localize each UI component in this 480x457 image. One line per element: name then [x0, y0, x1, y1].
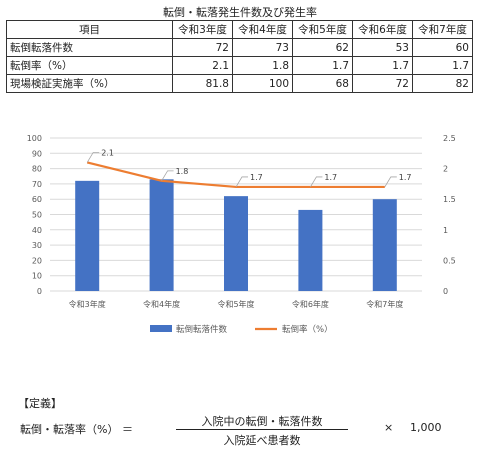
y-left-tick-label: 40	[32, 226, 42, 235]
x-tick-label: 令和7年度	[366, 299, 403, 309]
table-cell: 100	[232, 74, 293, 93]
y-right-tick-label: 2	[443, 165, 448, 174]
y-left-tick-label: 80	[32, 165, 42, 174]
table-row: 転倒転落件数 72 73 62 53 60	[6, 38, 473, 57]
table-row: 転倒率（%） 2.1 1.8 1.7 1.7 1.7	[6, 56, 473, 75]
table-cell: 1.7	[352, 56, 413, 75]
stats-table: 項目 令和3年度 令和4年度 令和5年度 令和6年度 令和7年度 転倒転落件数 …	[6, 20, 473, 93]
table-header-cell: 令和7年度	[412, 20, 473, 39]
x-tick-label: 令和4年度	[143, 299, 180, 309]
data-label: 1.7	[324, 173, 337, 182]
y-left-tick-label: 10	[32, 272, 42, 281]
y-right-tick-label: 0	[443, 287, 448, 296]
table-cell: 72	[352, 74, 413, 93]
y-right-tick-label: 1	[443, 226, 448, 235]
data-label-leader	[384, 176, 397, 188]
table-header-cell: 項目	[6, 20, 173, 39]
data-label-leader	[86, 152, 100, 163]
data-label-leader	[310, 176, 323, 188]
table-cell: 60	[412, 38, 473, 57]
page-title: 転倒・転落発生件数及び発生率	[163, 6, 317, 19]
bar	[298, 209, 323, 291]
y-left-tick-label: 90	[32, 149, 42, 158]
data-label: 1.7	[250, 173, 263, 182]
y-right-tick-label: 0.5	[443, 256, 456, 265]
rate-line	[86, 161, 385, 189]
y-right-tick-label: 1.5	[443, 195, 456, 204]
table-cell: 1.7	[412, 56, 473, 75]
table-header-cell: 令和3年度	[172, 20, 233, 39]
table-row-label: 現場検証実施率（%）	[6, 74, 173, 93]
y-right-tick-label: 2.5	[443, 134, 456, 143]
table-cell: 72	[172, 38, 233, 57]
formula-multiplier: 1,000	[410, 421, 442, 434]
bar	[149, 179, 174, 291]
table-header-cell: 令和5年度	[292, 20, 353, 39]
y-left-tick-label: 70	[32, 180, 42, 189]
bar	[224, 196, 248, 291]
x-tick-label: 令和3年度	[69, 299, 106, 309]
table-header-row: 項目 令和3年度 令和4年度 令和5年度 令和6年度 令和7年度	[6, 20, 473, 39]
bar	[372, 199, 397, 291]
legend-label-bar: 転倒転落件数	[176, 324, 228, 335]
x-tick-label: 令和5年度	[217, 299, 254, 309]
data-label-leader	[235, 176, 248, 188]
y-left-tick-label: 0	[37, 287, 42, 296]
formula-lhs: 転倒・転落率（%） ＝	[20, 423, 133, 436]
table-cell: 62	[292, 38, 353, 57]
legend-swatch-bar	[150, 325, 172, 332]
fraction-bar	[176, 429, 348, 430]
y-left-tick-label: 60	[32, 195, 42, 204]
table-cell: 73	[232, 38, 293, 57]
data-label: 1.7	[399, 173, 412, 182]
x-tick-label: 令和6年度	[292, 299, 329, 309]
table-header-cell: 令和6年度	[352, 20, 413, 39]
table-cell: 1.7	[292, 56, 353, 75]
data-label: 2.1	[101, 148, 114, 157]
table-cell: 68	[292, 74, 353, 93]
legend-label-line: 転倒率（%）	[282, 324, 333, 335]
table-row-label: 転倒率（%）	[6, 56, 173, 75]
multiply-sign: ×	[384, 421, 394, 434]
table-row: 現場検証実施率（%） 81.8 100 68 72 82	[6, 74, 473, 93]
table-cell: 53	[352, 38, 413, 57]
table-cell: 82	[412, 74, 473, 93]
table-cell: 81.8	[172, 74, 233, 93]
table-cell: 1.8	[232, 56, 293, 75]
y-left-tick-label: 50	[32, 211, 42, 220]
y-left-tick-label: 30	[32, 241, 42, 250]
combo-chart: 0 10 20 30 40 50 60 70 80 90 100 0 0.5 1 1.5 2 2.5 令和3年度 令…	[27, 134, 456, 335]
table-cell: 2.1	[172, 56, 233, 75]
data-label-leader	[161, 170, 174, 182]
formula-numerator: 入院中の転倒・転落件数	[201, 415, 323, 428]
table-header-cell: 令和4年度	[232, 20, 293, 39]
y-left-tick-label: 20	[32, 256, 42, 265]
bar	[75, 180, 100, 291]
y-left-tick-label: 100	[27, 134, 42, 143]
table-row-label: 転倒転落件数	[6, 38, 173, 57]
data-label: 1.8	[176, 167, 189, 176]
formula-denominator: 入院延べ患者数	[223, 434, 301, 447]
definition-label: 【定義】	[18, 397, 62, 410]
